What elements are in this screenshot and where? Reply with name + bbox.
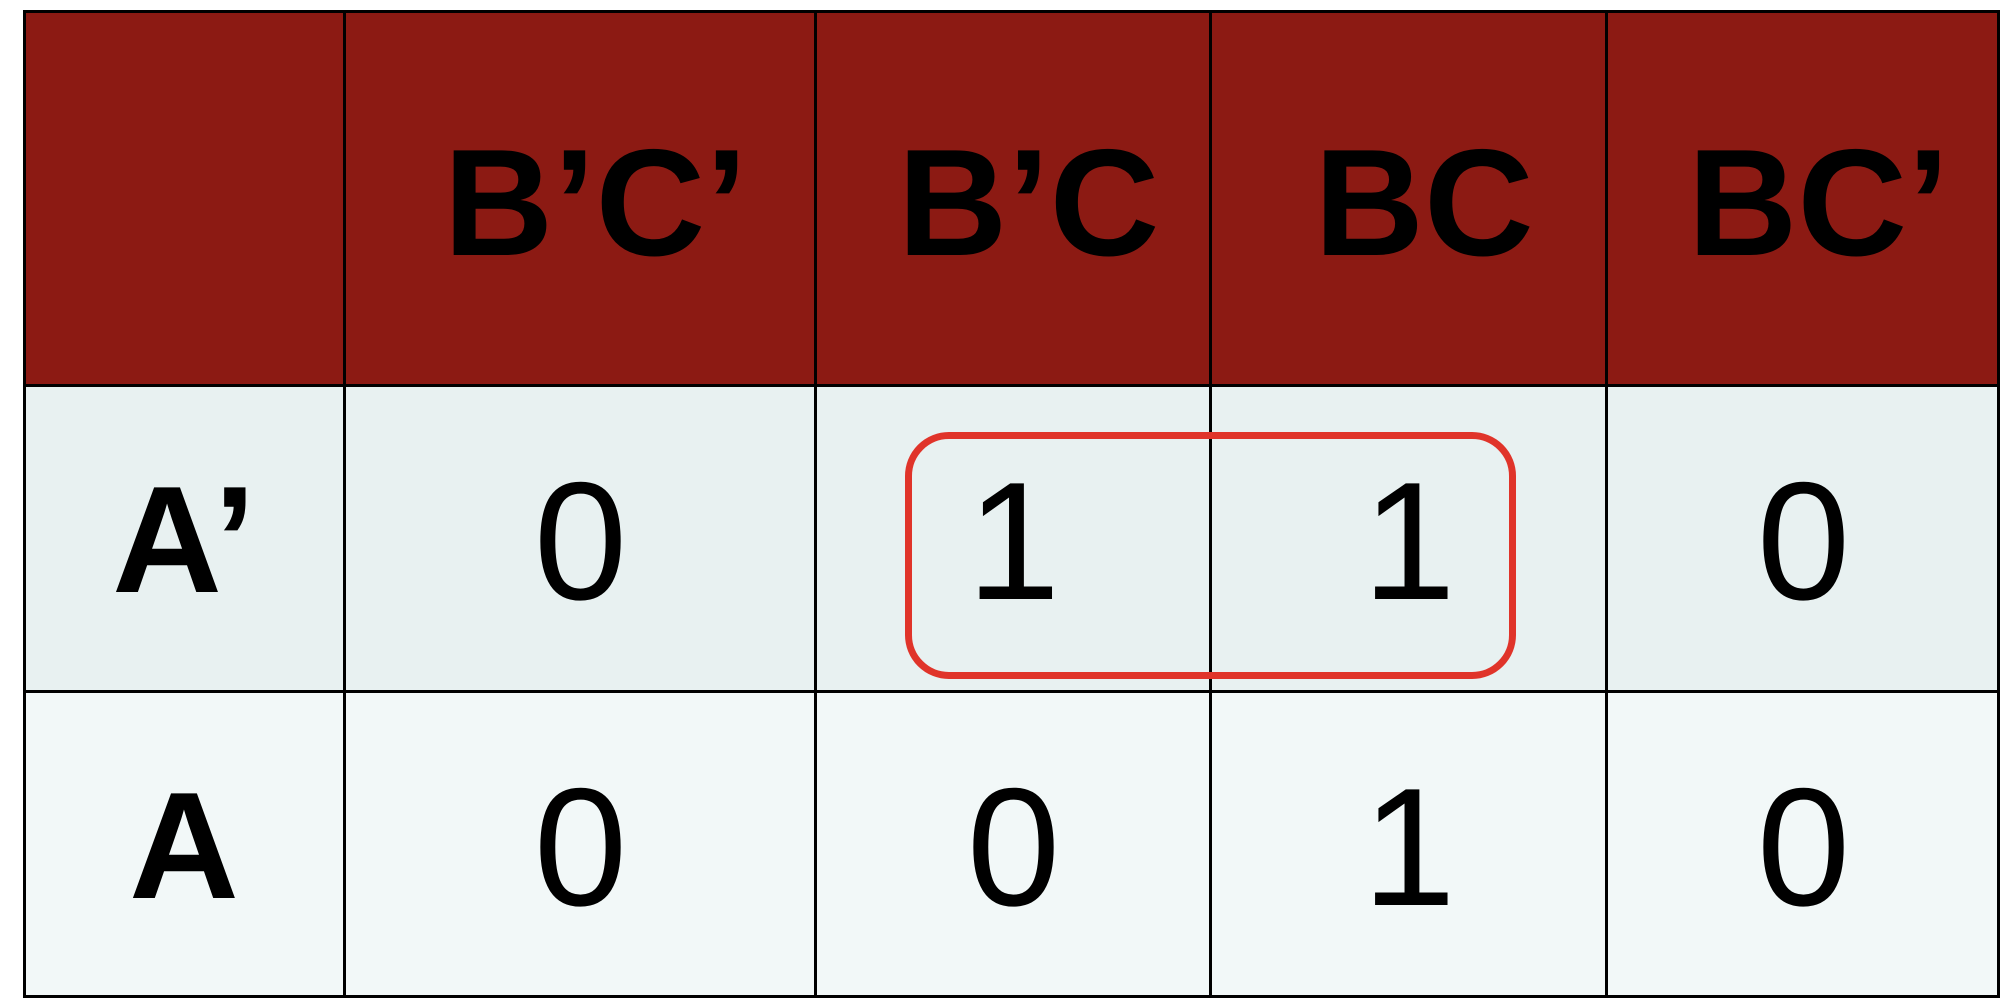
minterm-cell: 0 — [1607, 386, 2000, 692]
minterm-cell: 0 — [816, 692, 1211, 998]
grid-border-right — [1997, 10, 2000, 998]
minterm-cell: 0 — [1607, 692, 2000, 998]
column-header-b-c: BC — [1211, 10, 1607, 386]
row-label-aprime: A’ — [23, 386, 345, 692]
grid-border-bottom — [23, 995, 2000, 998]
grid-divider-horizontal — [23, 690, 2000, 693]
minterm-cell: 1 — [1211, 386, 1607, 692]
row-label-a: A — [23, 692, 345, 998]
minterm-cell: 0 — [345, 692, 816, 998]
column-header-label: BC — [1314, 117, 1534, 288]
column-header-bprime-cprime: B’C’ — [345, 10, 816, 386]
column-header-label: B’C — [897, 117, 1160, 288]
grid-divider-vertical — [1209, 10, 1212, 998]
minterm-cell: 1 — [1211, 692, 1607, 998]
minterm-cell: 1 — [816, 386, 1211, 692]
grid-divider-vertical — [343, 10, 346, 998]
grid-border-left — [23, 10, 26, 998]
grid-divider-vertical — [1605, 10, 1608, 998]
minterm-cell: 0 — [345, 386, 816, 692]
grid-divider-horizontal — [23, 384, 2000, 387]
grid-border-top — [23, 10, 2000, 13]
column-header-label: BC’ — [1687, 117, 1950, 288]
corner-cell — [23, 10, 345, 386]
karnaugh-map: B’C’ B’C BC BC’ A’ 0 1 1 0 A 0 0 1 0 — [23, 10, 2000, 998]
column-header-label: B’C’ — [443, 117, 748, 288]
grid-divider-vertical — [814, 10, 817, 998]
column-header-bprime-c: B’C — [816, 10, 1211, 386]
column-header-b-cprime: BC’ — [1607, 10, 2000, 386]
